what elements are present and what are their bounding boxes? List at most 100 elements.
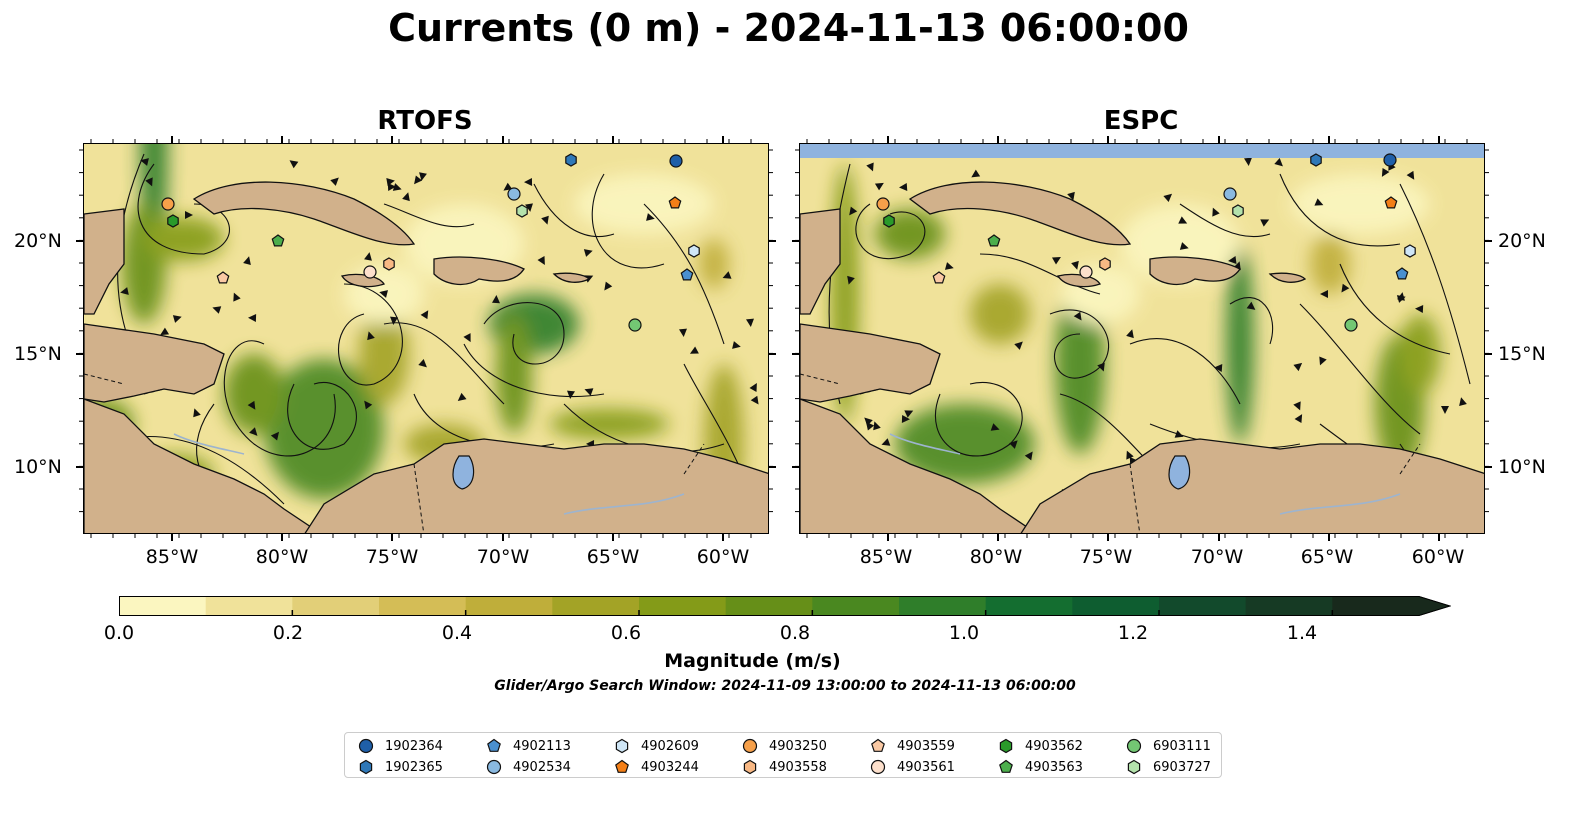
legend-marker-pentagon xyxy=(871,738,885,752)
landmass xyxy=(84,398,330,533)
streamline-arrow xyxy=(1293,362,1303,372)
streamline-arrow xyxy=(247,400,256,410)
legend-item: 1902365 xyxy=(357,757,443,777)
float-marker-6903727 xyxy=(516,204,528,218)
landmass xyxy=(1268,272,1307,283)
streamline-arrow xyxy=(971,169,981,178)
streamline-arrow xyxy=(881,438,891,446)
streamline-arrow xyxy=(243,256,251,266)
streamline-arrow xyxy=(120,287,129,295)
legend-label: 4903561 xyxy=(897,759,955,775)
landmass xyxy=(552,272,591,283)
streamline-arrow xyxy=(866,162,874,172)
colorbar-segment xyxy=(725,596,813,616)
streamline-arrow xyxy=(746,318,754,327)
panel-title-espc: ESPC xyxy=(1103,106,1179,136)
legend-item: 4903244 xyxy=(613,757,699,777)
streamline xyxy=(287,381,357,450)
x-tick-label: 65°W xyxy=(586,546,640,568)
streamline-arrow xyxy=(1126,450,1134,460)
streamline-arrow xyxy=(1246,301,1256,310)
legend-label: 4903563 xyxy=(1025,759,1083,775)
streamline-arrow xyxy=(418,359,427,368)
legend: 1902364 1902365 4902113 4902534 4902609 49032… xyxy=(344,732,1222,778)
colorbar-segment xyxy=(552,596,640,616)
legend-label: 4903562 xyxy=(1025,738,1083,754)
legend-marker-hexagon xyxy=(359,759,373,775)
colorbar-segment xyxy=(119,596,207,616)
float-marker-4903559 xyxy=(216,271,230,284)
streamline-arrow xyxy=(1260,219,1270,227)
streamline-arrow xyxy=(604,281,613,291)
streamline-arrow xyxy=(1178,216,1188,224)
streamline-arrow xyxy=(1014,341,1023,350)
streamline xyxy=(979,253,1101,295)
streamline xyxy=(643,203,725,345)
landmass xyxy=(304,438,768,533)
streamline-arrow xyxy=(679,328,687,337)
streamline-arrow xyxy=(1097,362,1105,372)
legend-item: 6903727 xyxy=(1125,757,1211,777)
streamline-arrow xyxy=(492,295,500,304)
streamline xyxy=(533,183,615,238)
legend-marker-hexagon xyxy=(999,738,1013,754)
streamline-arrow xyxy=(524,178,533,186)
streamline xyxy=(934,381,1023,457)
legend-label: 4902113 xyxy=(513,738,571,754)
float-marker-1902364 xyxy=(1383,153,1397,167)
y-tick-label: 20°N xyxy=(14,230,62,252)
legend-item: 4903562 xyxy=(997,736,1083,756)
colorbar-label: Magnitude (m/s) xyxy=(664,650,841,672)
streamline-arrow xyxy=(1293,401,1301,411)
y-tick-label: 15°N xyxy=(1498,343,1546,365)
streamline-arrow xyxy=(1314,198,1324,206)
streamline-arrow xyxy=(849,206,858,216)
x-tick-label: 80°W xyxy=(255,546,309,568)
streamline-arrow xyxy=(904,410,914,418)
float-marker-6903727 xyxy=(1232,204,1244,218)
streamline-arrow xyxy=(1244,157,1252,166)
legend-marker-pentagon xyxy=(615,759,629,773)
streamline-arrow xyxy=(414,175,423,185)
legend-label: 1902365 xyxy=(385,759,443,775)
y-tick-label: 10°N xyxy=(14,456,62,478)
float-marker-4902534 xyxy=(1223,187,1237,201)
legend-item: 4903563 xyxy=(997,757,1083,777)
streamline-arrow xyxy=(689,346,699,354)
float-marker-1902364 xyxy=(669,154,683,168)
streamline-arrow xyxy=(1320,290,1328,298)
colorbar-segment xyxy=(379,596,467,616)
landmass xyxy=(1149,256,1241,286)
float-marker-4903250 xyxy=(876,197,890,211)
x-tick-label: 75°W xyxy=(1079,546,1133,568)
colorbar-segment xyxy=(639,596,727,616)
colorbar-segment xyxy=(205,596,293,616)
legend-marker-hexagon xyxy=(743,759,757,775)
current-speed-patch xyxy=(699,239,729,289)
streamline-arrow xyxy=(864,417,873,426)
streamline-arrow xyxy=(248,314,257,322)
x-tick-label: 60°W xyxy=(1411,546,1465,568)
y-tick-label: 20°N xyxy=(1498,230,1546,252)
colorbar-tick-label: 0.8 xyxy=(779,622,811,644)
streamline xyxy=(383,203,475,228)
streamline-arrow xyxy=(847,275,855,285)
streamline-arrow xyxy=(1067,191,1075,201)
landmass xyxy=(84,208,125,315)
streamline-arrow xyxy=(289,160,299,169)
land xyxy=(800,181,1484,533)
streamline xyxy=(137,163,230,255)
streamline-arrow xyxy=(750,395,759,405)
float-marker-4903558 xyxy=(383,257,395,271)
map-espc[interactable] xyxy=(799,143,1485,534)
float-marker-4902609 xyxy=(1404,244,1416,258)
float-marker-4903561 xyxy=(363,265,377,279)
legend-item: 4902534 xyxy=(485,757,571,777)
legend-item: 6903111 xyxy=(1125,736,1211,756)
streamline-arrow xyxy=(1294,414,1303,424)
map-rtofs[interactable] xyxy=(83,143,769,534)
streamline xyxy=(1399,183,1471,385)
main-title: Currents (0 m) - 2024-11-13 06:00:00 xyxy=(388,6,1189,50)
legend-item: 4902113 xyxy=(485,736,571,756)
float-marker-4903561 xyxy=(1079,265,1093,279)
